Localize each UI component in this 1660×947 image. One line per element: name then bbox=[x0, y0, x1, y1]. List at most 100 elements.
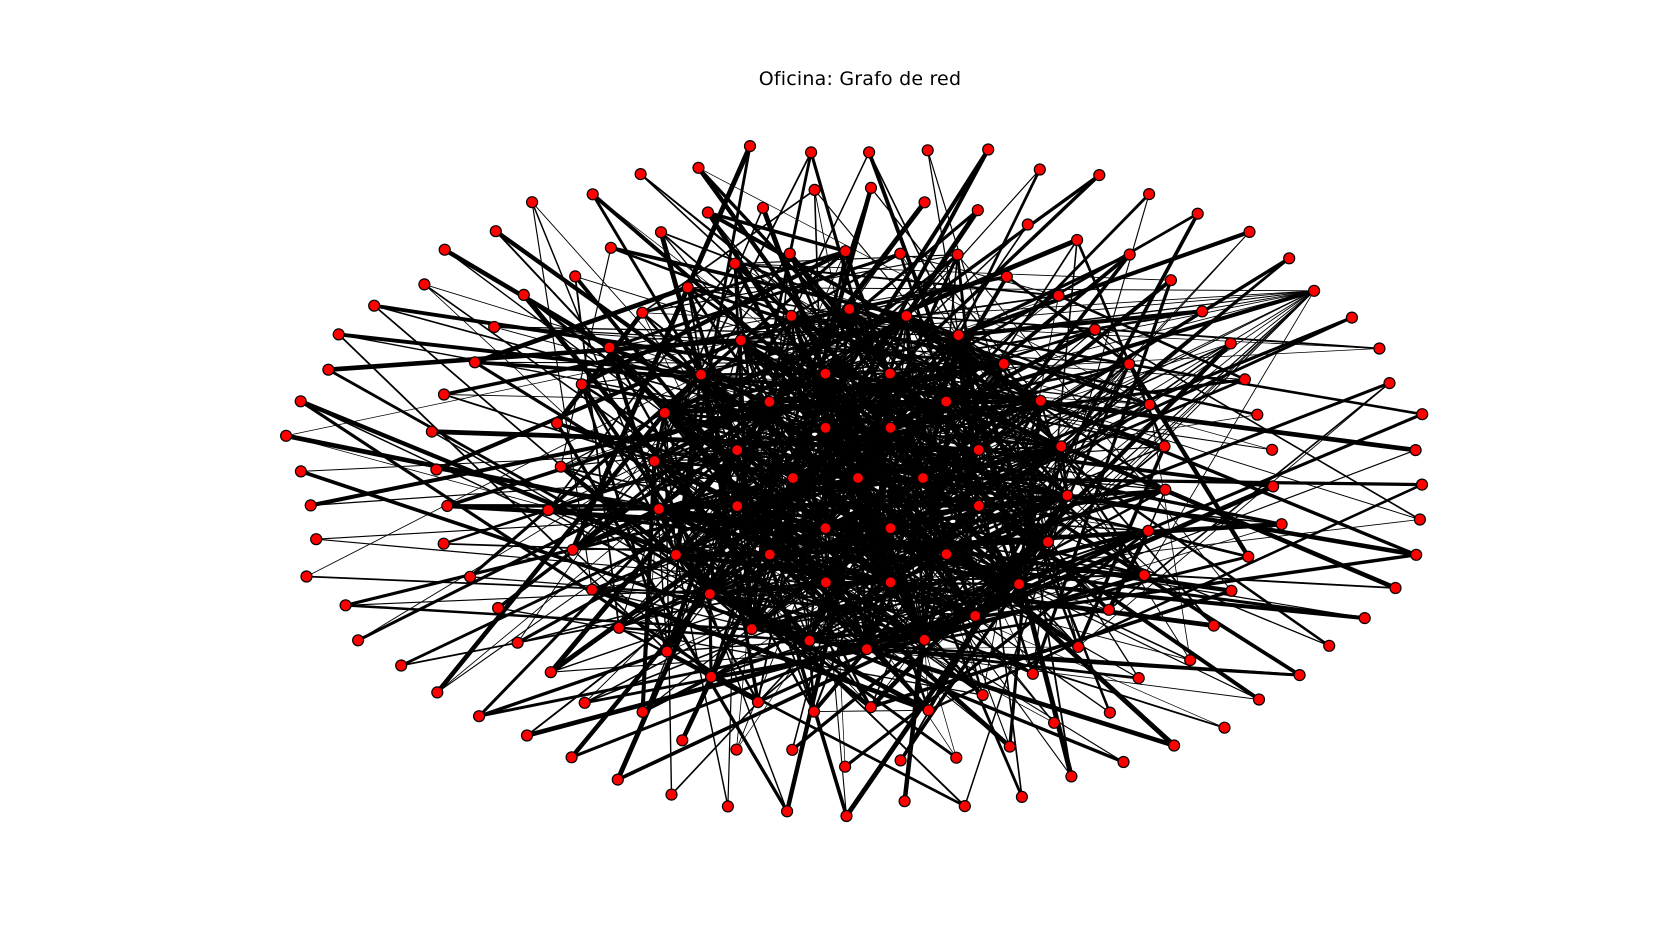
graph-node bbox=[1021, 218, 1034, 231]
graph-edge bbox=[608, 346, 828, 584]
graph-node bbox=[1252, 693, 1266, 706]
graph-edge bbox=[734, 263, 1172, 281]
graph-node bbox=[972, 443, 985, 456]
graph-node bbox=[819, 367, 832, 380]
graph-node bbox=[1026, 667, 1040, 680]
graph-edge bbox=[618, 400, 948, 629]
graph-node bbox=[1191, 207, 1204, 220]
graph-node bbox=[1132, 671, 1145, 685]
graph-edge bbox=[1018, 529, 1150, 585]
graph-node bbox=[681, 281, 694, 294]
graph-edge bbox=[665, 147, 991, 654]
graph-edge bbox=[824, 290, 1315, 375]
graph-edge bbox=[477, 649, 669, 718]
graph-edge bbox=[977, 449, 1023, 798]
graph-edge bbox=[740, 339, 1079, 648]
graph-edge bbox=[788, 252, 1021, 586]
graph-node bbox=[692, 161, 705, 174]
graph-edge bbox=[734, 263, 1062, 447]
graph-edge bbox=[657, 362, 1131, 511]
graph-node bbox=[1093, 169, 1106, 182]
graph-node bbox=[783, 247, 796, 260]
graph-edge bbox=[974, 290, 1315, 617]
graph-node bbox=[1184, 653, 1197, 667]
graph-node bbox=[511, 636, 524, 649]
graph-edge bbox=[945, 400, 1273, 451]
graph-edge bbox=[664, 412, 891, 583]
graph-node bbox=[578, 696, 591, 709]
graph-edge bbox=[866, 646, 1079, 650]
graph-edge bbox=[664, 412, 677, 556]
graph-edge bbox=[657, 507, 712, 596]
graph-node bbox=[441, 499, 454, 512]
graph-node bbox=[703, 587, 717, 601]
graph-node bbox=[731, 500, 744, 513]
graph-node bbox=[958, 799, 971, 813]
graph-edge bbox=[736, 449, 948, 555]
graph-node bbox=[542, 503, 555, 517]
graph-node bbox=[294, 395, 307, 408]
graph-node bbox=[694, 368, 708, 381]
graph-edge bbox=[592, 193, 826, 375]
graph-edge bbox=[497, 607, 984, 696]
graph-edge bbox=[700, 374, 1150, 405]
graph-edge bbox=[735, 150, 813, 508]
graph-node bbox=[636, 306, 649, 319]
graph-node bbox=[1138, 568, 1151, 582]
graph-edge bbox=[958, 290, 1315, 336]
graph-edge bbox=[547, 262, 736, 511]
graph-edge bbox=[857, 477, 1283, 525]
graph-edge bbox=[571, 549, 712, 678]
graph-node bbox=[1158, 440, 1171, 453]
graph-node bbox=[819, 576, 833, 589]
graph-node bbox=[1033, 163, 1046, 176]
graph-edge bbox=[709, 290, 1315, 595]
graph-edge bbox=[848, 308, 960, 336]
graph-node bbox=[884, 522, 897, 535]
graph-node bbox=[756, 201, 770, 214]
graph-node bbox=[554, 460, 567, 473]
graph-edge bbox=[905, 290, 1315, 317]
graph-edge bbox=[866, 648, 1260, 700]
graph-edge bbox=[1094, 328, 1421, 521]
graph-node bbox=[660, 645, 674, 658]
graph-edge bbox=[889, 581, 977, 617]
graph-node bbox=[300, 570, 313, 583]
graph-edge bbox=[825, 581, 848, 817]
graph-node bbox=[1383, 377, 1396, 390]
graph-node bbox=[654, 226, 668, 239]
graph-node bbox=[883, 367, 897, 380]
graph-edge bbox=[653, 151, 812, 463]
graph-node bbox=[1034, 394, 1047, 407]
graph-edge bbox=[300, 449, 738, 472]
graph-node bbox=[940, 548, 953, 561]
graph-node bbox=[922, 704, 935, 717]
graph-node bbox=[982, 143, 995, 156]
graph-node bbox=[395, 659, 408, 672]
graph-node bbox=[1413, 513, 1427, 526]
graph-edge bbox=[708, 592, 926, 641]
graph-node bbox=[1088, 323, 1102, 336]
graph-node bbox=[520, 729, 534, 742]
graph-node bbox=[971, 204, 984, 217]
graph-node bbox=[1293, 668, 1306, 682]
graph-edge bbox=[315, 538, 1110, 611]
graph-node bbox=[808, 183, 821, 196]
graph-node bbox=[804, 146, 818, 159]
graph-edge bbox=[666, 581, 827, 653]
graph-edge bbox=[757, 250, 847, 704]
graph-node bbox=[763, 548, 776, 561]
graph-node bbox=[763, 395, 776, 408]
graph-node bbox=[1015, 790, 1029, 804]
graph-node bbox=[368, 299, 381, 312]
graph-node bbox=[851, 471, 865, 485]
graph-node bbox=[1196, 305, 1209, 318]
graph-edge bbox=[591, 588, 811, 642]
graph-node bbox=[1389, 581, 1402, 595]
graph-edge bbox=[615, 528, 1151, 782]
graph-node bbox=[785, 309, 798, 322]
graph-node bbox=[550, 417, 564, 430]
graph-node bbox=[1142, 524, 1155, 537]
graph-edge bbox=[1002, 362, 1146, 577]
graph-node bbox=[734, 334, 748, 347]
